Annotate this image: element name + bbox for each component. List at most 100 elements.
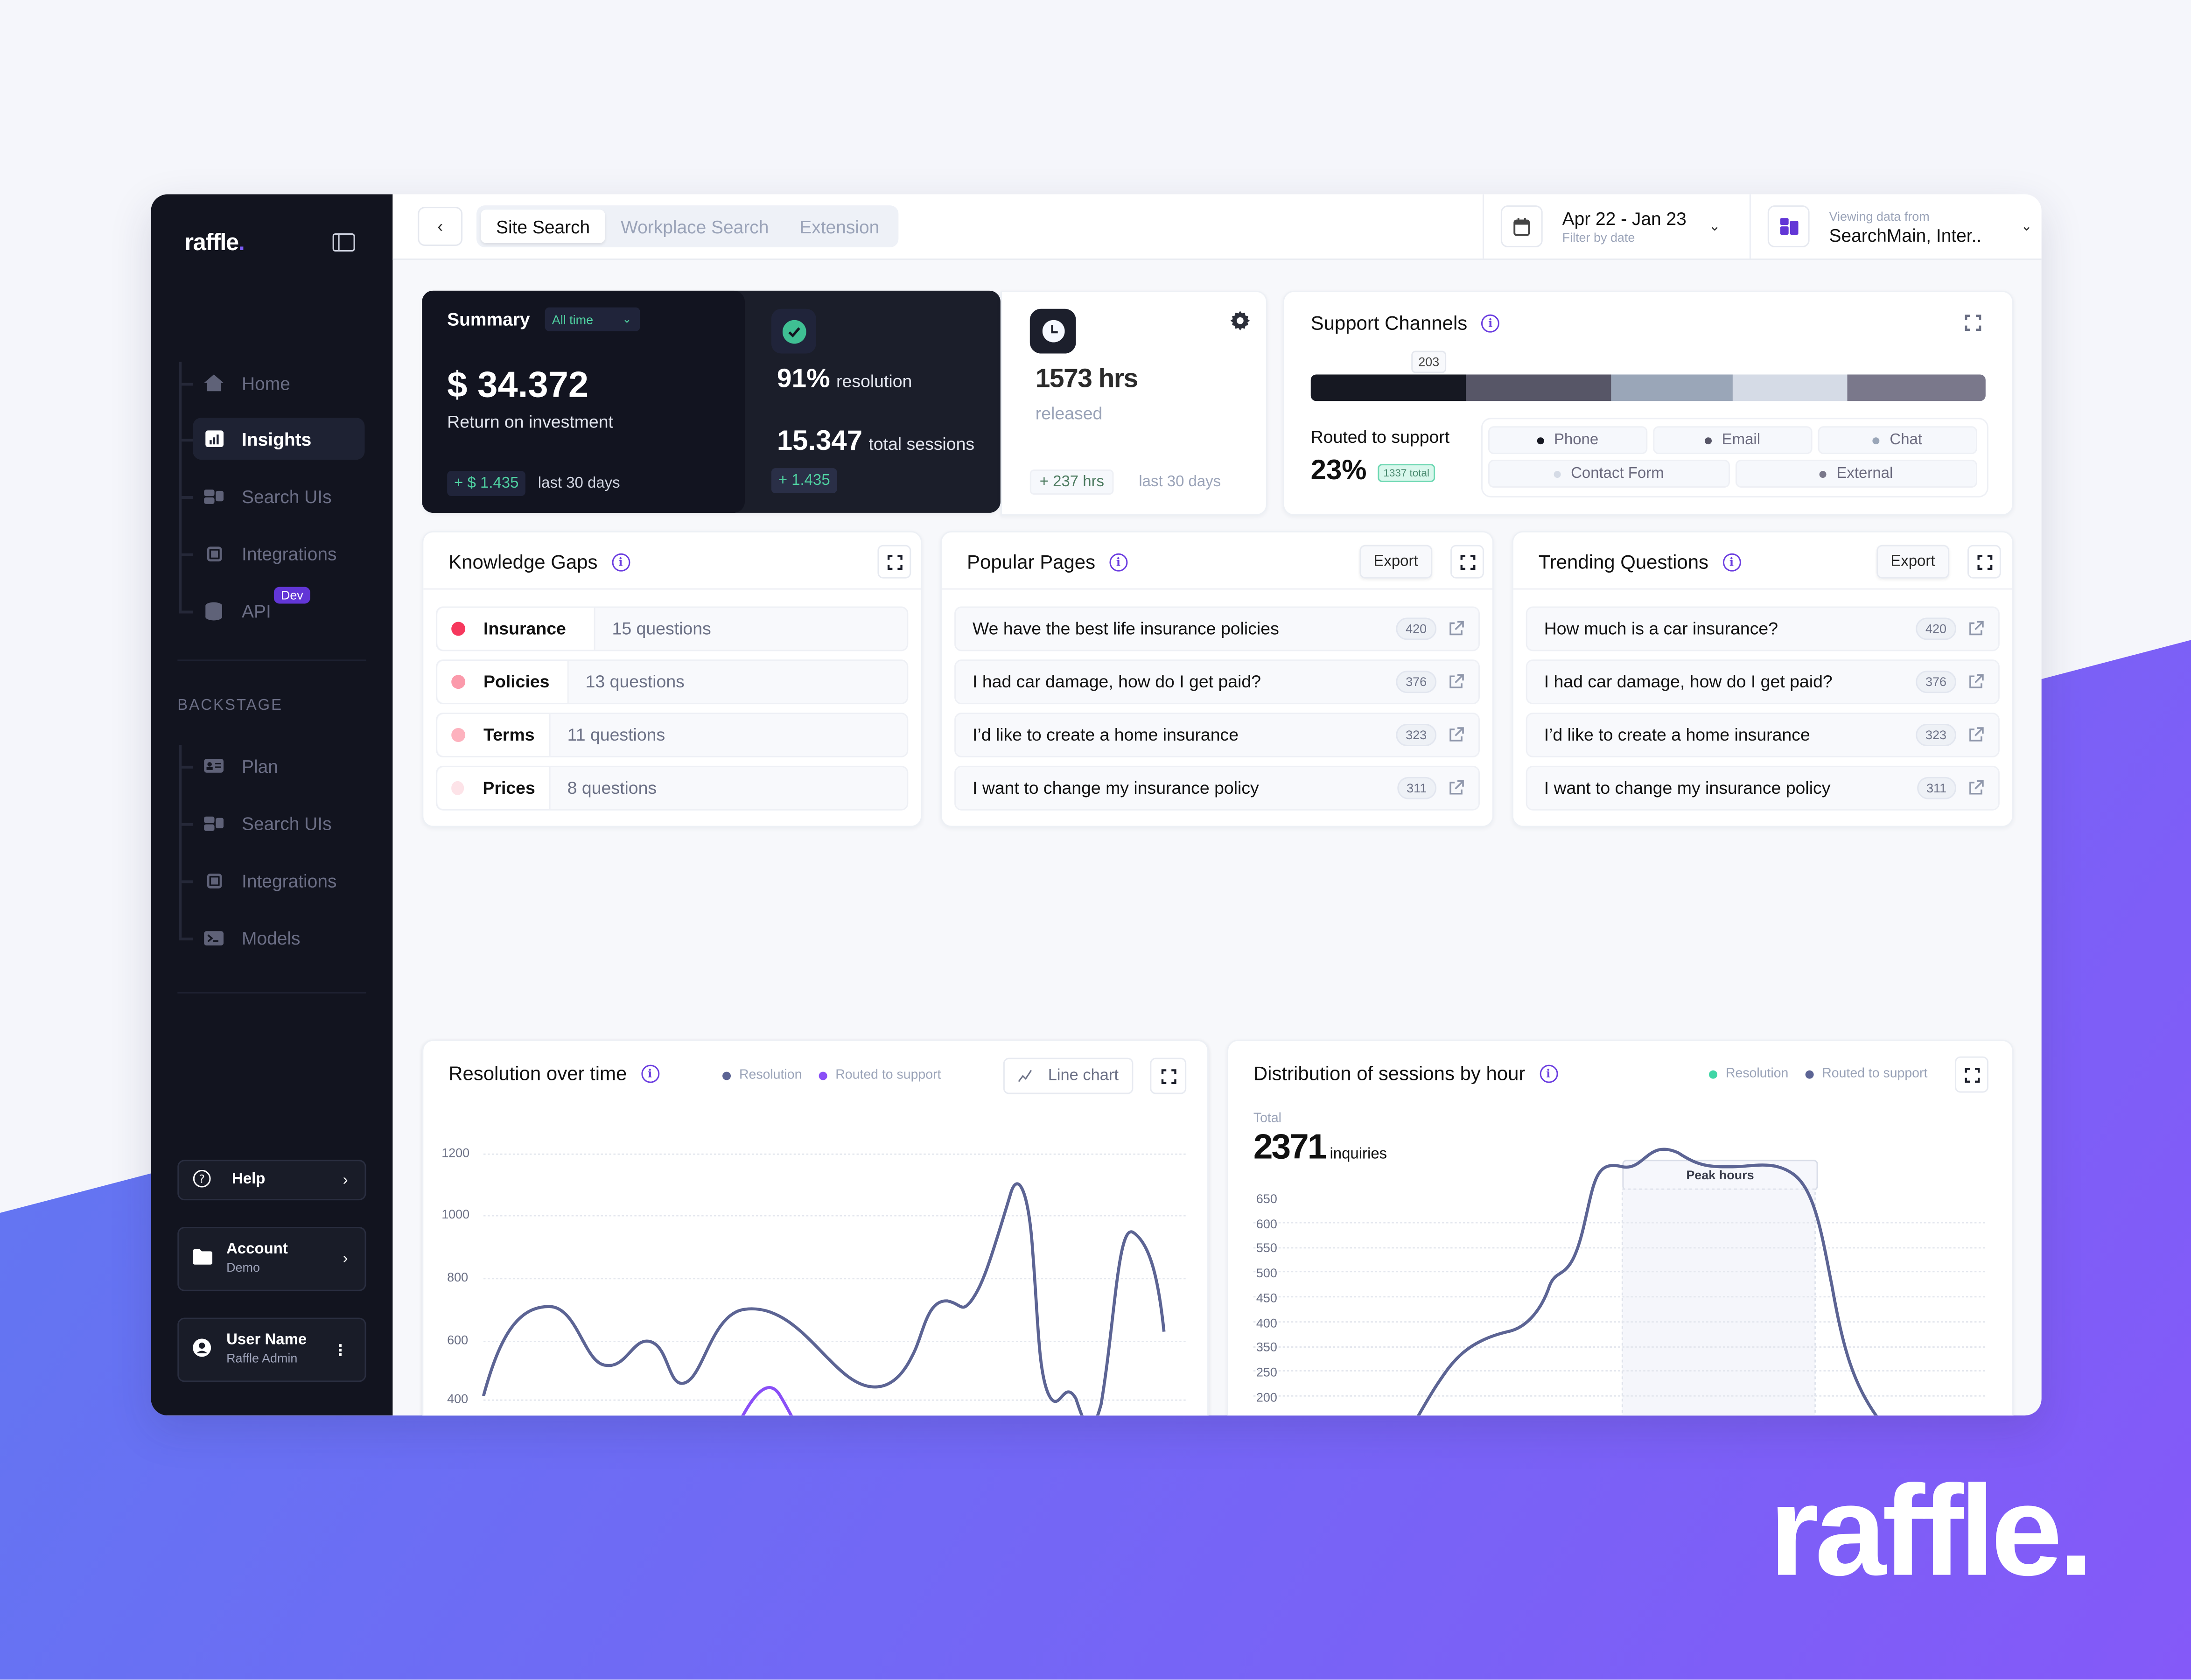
list-item[interactable]: Insurance 15 questions xyxy=(436,606,909,651)
info-icon[interactable]: i xyxy=(611,553,630,571)
list-item[interactable]: Prices 8 questions xyxy=(436,765,909,811)
divider xyxy=(423,588,921,590)
info-icon[interactable]: i xyxy=(1109,553,1127,571)
card-title: Trending Questions i xyxy=(1539,551,1741,573)
divider xyxy=(1482,194,1484,259)
export-button[interactable]: Export xyxy=(1876,545,1949,579)
nav-label: Models xyxy=(242,927,301,948)
help-circle-icon: ? xyxy=(193,1169,212,1191)
bar-segment-external[interactable] xyxy=(1847,374,1986,401)
date-filter[interactable]: Apr 22 - Jan 23 Filter by date ⌄ xyxy=(1500,194,1721,259)
clock-icon xyxy=(1029,308,1076,354)
routed-label: Routed to support xyxy=(1310,427,1450,448)
list-item[interactable]: We have the best life insurance policies… xyxy=(954,606,1480,651)
bar-segment-phone[interactable] xyxy=(1310,374,1466,401)
bar-segment-email[interactable] xyxy=(1466,374,1611,401)
tab-site-search[interactable]: Site Search xyxy=(481,210,606,244)
channels-legend-grid: Phone Email Chat Contact Form External xyxy=(1488,426,1977,488)
sidebar: raffle. Home Insights Search UIs xyxy=(151,194,393,1416)
card-title: Knowledge Gaps i xyxy=(448,551,630,573)
chip-icon xyxy=(204,872,224,889)
list-item[interactable]: I had car damage, how do I get paid? 376 xyxy=(954,659,1480,705)
user-menu[interactable]: User Name Raffle Admin ⋮ xyxy=(177,1317,366,1382)
sidebar-item-backstage-search-uis[interactable]: Search UIs xyxy=(179,802,364,844)
list-item[interactable]: Terms 11 questions xyxy=(436,713,909,757)
list-item[interactable]: I had car damage, how do I get paid? 376 xyxy=(1526,659,2000,705)
help-button[interactable]: ? Help › xyxy=(177,1160,366,1201)
expand-button[interactable] xyxy=(1967,545,2001,579)
info-icon[interactable]: i xyxy=(1481,314,1500,332)
resolution-stat: 91% resolution xyxy=(777,364,912,394)
sidebar-item-backstage-integrations[interactable]: Integrations xyxy=(179,859,364,901)
export-button[interactable]: Export xyxy=(1359,545,1432,579)
list-item[interactable]: I’d like to create a home insurance 323 xyxy=(1526,713,2000,757)
legend-contact-form[interactable]: Contact Form xyxy=(1488,460,1730,488)
expand-button[interactable] xyxy=(1450,545,1484,579)
card-title: Support Channels i xyxy=(1311,312,1500,334)
product-tabs: Site Search Workplace Search Extension xyxy=(476,205,899,247)
expand-button[interactable] xyxy=(1955,1056,1988,1093)
series-resolution xyxy=(482,1182,1166,1416)
bar-segment-contact-form[interactable] xyxy=(1732,374,1848,401)
legend-external[interactable]: External xyxy=(1735,460,1977,488)
source-filter[interactable]: Viewing data from SearchMain, Inter.. ⌄ xyxy=(1767,194,2033,259)
hours-value: 1573 hrs xyxy=(1035,364,1138,394)
list-item[interactable]: Policies 13 questions xyxy=(436,659,909,705)
external-link-icon xyxy=(1449,780,1464,795)
sidebar-item-integrations[interactable]: Integrations xyxy=(179,532,364,574)
list-item[interactable]: I want to change my insurance policy 311 xyxy=(954,765,1480,811)
chart-legend: Resolution Routed to support xyxy=(1692,1066,1927,1082)
bar-segment-chat[interactable] xyxy=(1611,374,1733,401)
chart-type-select[interactable]: Line chart xyxy=(1003,1057,1133,1094)
sidebar-item-search-uis[interactable]: Search UIs xyxy=(179,475,364,517)
tab-workplace-search[interactable]: Workplace Search xyxy=(621,216,769,237)
nav-label: Integrations xyxy=(242,543,337,564)
distribution-chart-card: Distribution of sessions by hour i Resolu… xyxy=(1226,1039,2014,1416)
expand-button[interactable] xyxy=(877,545,911,579)
back-button[interactable]: ‹ xyxy=(418,207,463,246)
sidebar-item-api[interactable]: API xyxy=(179,590,364,632)
logo[interactable]: raffle. xyxy=(184,229,245,256)
roi-value: $ 34.372 xyxy=(447,363,589,406)
expand-icon[interactable] xyxy=(1958,308,1988,338)
sidebar-item-home[interactable]: Home xyxy=(179,362,364,404)
folder-icon xyxy=(193,1249,213,1269)
legend-phone[interactable]: Phone xyxy=(1488,426,1648,455)
list-item[interactable]: I’d like to create a home insurance 323 xyxy=(954,713,1480,757)
range-select[interactable]: All time ⌄ xyxy=(545,307,640,331)
sidebar-item-insights[interactable]: Insights xyxy=(179,418,365,460)
gear-icon[interactable] xyxy=(1230,310,1251,338)
sessions-delta-badge: + 1.435 xyxy=(771,468,837,493)
hours-delta-badge: + 237 hrs xyxy=(1029,469,1114,495)
info-icon[interactable]: i xyxy=(641,1064,659,1083)
user-text: User Name Raffle Admin xyxy=(226,1331,307,1365)
expand-button[interactable] xyxy=(1150,1057,1187,1094)
sidebar-collapse-icon[interactable] xyxy=(332,233,355,252)
legend-chat[interactable]: Chat xyxy=(1818,426,1977,455)
account-button[interactable]: Account Demo › xyxy=(177,1226,366,1291)
chevron-down-icon: ⌄ xyxy=(2021,218,2033,234)
hours-period: last 30 days xyxy=(1139,474,1221,490)
check-circle-icon xyxy=(771,308,816,354)
sidebar-item-plan[interactable]: Plan xyxy=(179,745,364,787)
external-link-icon xyxy=(1449,674,1464,688)
section-label-backstage: BACKSTAGE xyxy=(177,697,283,714)
tab-extension[interactable]: Extension xyxy=(799,216,880,237)
popular-pages-card: Popular Pages i Export We have the best l… xyxy=(940,531,1494,827)
nav-tree-line xyxy=(179,362,181,611)
legend-email[interactable]: Email xyxy=(1653,426,1813,455)
list-item[interactable]: How much is a car insurance? 420 xyxy=(1526,606,2000,651)
channels-stacked-bar xyxy=(1310,374,1986,401)
nav-label: Search UIs xyxy=(242,812,332,834)
more-vertical-icon[interactable]: ⋮ xyxy=(332,1342,348,1359)
list-item[interactable]: I want to change my insurance policy 311 xyxy=(1526,765,2000,811)
info-icon[interactable]: i xyxy=(1539,1064,1558,1083)
hours-released-card: 1573 hrs released + 237 hrs last 30 days xyxy=(1000,290,1267,516)
sidebar-item-models[interactable]: Models xyxy=(179,917,364,959)
line-chart-icon xyxy=(1018,1070,1032,1082)
app-window: raffle. Home Insights Search UIs xyxy=(151,194,2042,1416)
card-title: Distribution of sessions by hour i xyxy=(1253,1062,1558,1085)
info-icon[interactable]: i xyxy=(1722,553,1741,571)
card-title: Popular Pages i xyxy=(967,551,1127,573)
